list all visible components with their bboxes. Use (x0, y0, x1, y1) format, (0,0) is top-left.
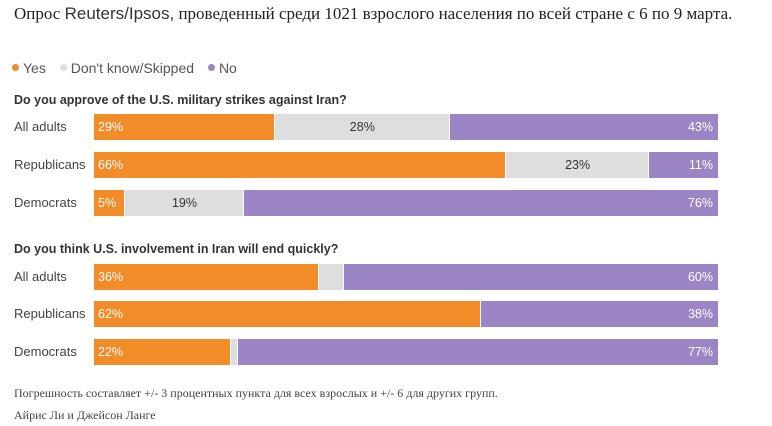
question-title-2: Do you think U.S. involvement in Iran wi… (14, 242, 339, 256)
bar-segment-yes (94, 301, 481, 327)
value-label-no: 77% (687, 345, 713, 359)
value-label-yes: 66% (98, 158, 124, 172)
bar-segment-dont-know (505, 152, 650, 178)
legend-dot-no-icon (207, 64, 215, 71)
value-label-yes: 5% (98, 196, 117, 210)
segment-divider (273, 114, 275, 140)
value-label-yes: 62% (98, 307, 124, 321)
segment-divider (124, 190, 126, 216)
row-label-republicans: Republicans (14, 306, 86, 321)
legend-label-yes: Yes (23, 60, 46, 76)
segment-divider (342, 264, 344, 290)
value-label-no: 43% (687, 120, 713, 134)
bar-segment-no (480, 301, 718, 327)
bar-segment-no (237, 339, 718, 365)
segment-divider (236, 339, 238, 365)
segment-divider (242, 190, 244, 216)
bar-segment-yes (94, 190, 126, 216)
value-label-dont-know: 19% (171, 196, 197, 210)
legend-item-yes: Yes (12, 60, 46, 76)
question-title-1: Do you approve of the U.S. military stri… (14, 93, 347, 107)
row-label-democrats: Democrats (14, 195, 77, 210)
segment-divider (230, 339, 232, 365)
value-label-no: 76% (687, 196, 713, 210)
title-source: Reuters/Ipsos, (64, 4, 175, 23)
bar-segment-yes (94, 264, 319, 290)
bar-segment-dont-know (125, 190, 244, 216)
margin-of-error-note: Погрешность составляет +/- 3 процентных … (14, 386, 498, 400)
authors-credit: Айрис Ли и Джейсон Ланге (14, 408, 156, 422)
value-label-dont-know: 28% (349, 120, 375, 134)
value-label-yes: 22% (98, 345, 124, 359)
bar-segment-dont-know (274, 114, 450, 140)
value-label-yes: 29% (98, 120, 124, 134)
legend-item-dont-know: Don't know/Skipped (59, 60, 195, 76)
row-label-all-adults: All adults (14, 269, 67, 284)
bar-segment-dont-know (231, 339, 238, 365)
row-label-all-adults: All adults (14, 119, 67, 134)
segment-divider (479, 301, 481, 327)
segment-divider (504, 152, 506, 178)
legend: Yes Don't know/Skipped No (12, 60, 247, 76)
segment-divider (648, 152, 650, 178)
row-label-republicans: Republicans (14, 157, 86, 172)
bar-segment-yes (94, 152, 506, 178)
row-label-democrats: Democrats (14, 344, 77, 359)
bar-segment-no (649, 152, 718, 178)
bar-segment-no (343, 264, 718, 290)
title-rest: проведенный среди 1021 взрослого населен… (178, 4, 733, 23)
value-label-no: 11% (688, 158, 713, 172)
value-label-no: 60% (687, 270, 713, 284)
bar-segment-yes (94, 339, 232, 365)
legend-dot-yes-icon (12, 64, 19, 71)
bar-segment-no (449, 114, 718, 140)
title-lead: Опрос (14, 4, 61, 23)
chart-title: Опрос Reuters/Ipsos, проведенный среди 1… (14, 3, 734, 25)
segment-divider (448, 114, 450, 140)
legend-label-dont-know: Don't know/Skipped (70, 60, 195, 76)
legend-dot-dont-know-icon (59, 64, 67, 71)
bar-segment-dont-know (318, 264, 344, 290)
bar-segment-yes (94, 114, 275, 140)
legend-label-no: No (218, 60, 237, 76)
bar-segment-no (243, 190, 718, 216)
value-label-yes: 36% (98, 270, 124, 284)
segment-divider (317, 264, 319, 290)
legend-item-no: No (207, 60, 237, 76)
value-label-no: 38% (687, 307, 713, 321)
value-label-dont-know: 23% (565, 158, 591, 172)
